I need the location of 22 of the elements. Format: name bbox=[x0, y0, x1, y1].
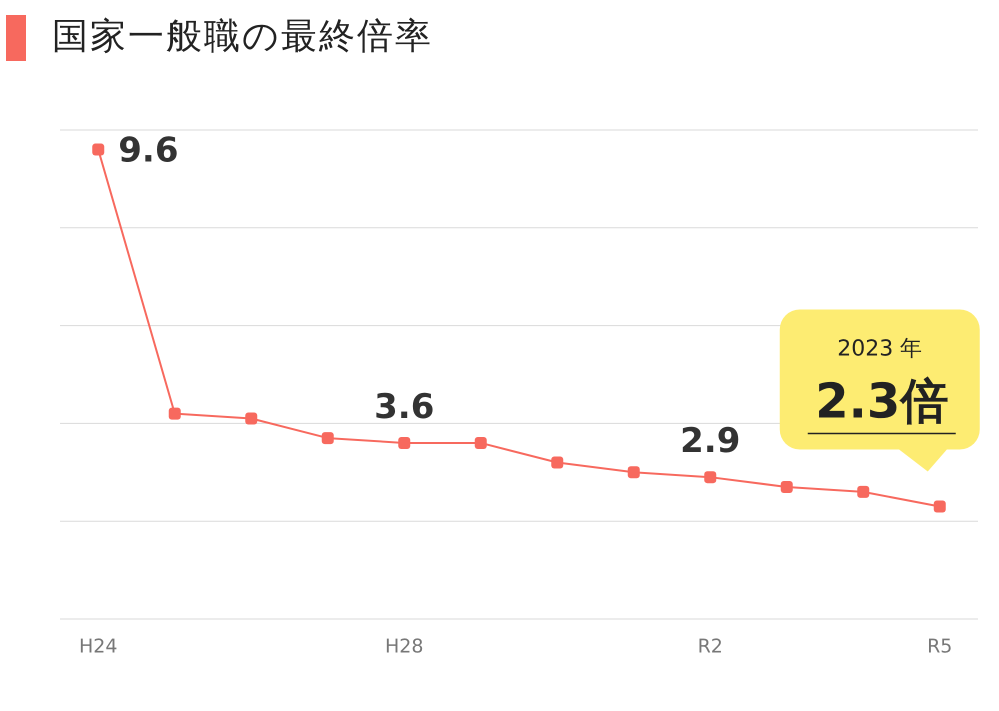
data-label: 9.6 bbox=[118, 130, 178, 171]
data-label: 3.6 bbox=[374, 386, 434, 427]
point bbox=[628, 466, 640, 478]
annotation: 2023 年 bbox=[837, 336, 922, 362]
x-tick-label: R5 bbox=[927, 635, 952, 658]
point bbox=[168, 408, 181, 420]
point bbox=[245, 412, 258, 425]
point bbox=[92, 144, 104, 156]
point bbox=[780, 480, 793, 493]
x-tick-label: R2 bbox=[698, 635, 723, 658]
point bbox=[857, 486, 870, 498]
point bbox=[704, 471, 716, 484]
point bbox=[551, 456, 564, 469]
data-label: 2.3倍 bbox=[815, 374, 948, 430]
x-tick-label: H28 bbox=[385, 635, 424, 658]
data-label: 2.9 bbox=[680, 421, 740, 462]
point bbox=[934, 500, 946, 513]
chart-title: 国家一般職の最終倍率 bbox=[52, 15, 433, 59]
point bbox=[398, 436, 410, 449]
point bbox=[322, 432, 334, 444]
x-tick-label: H24 bbox=[79, 635, 118, 658]
point bbox=[474, 436, 487, 449]
